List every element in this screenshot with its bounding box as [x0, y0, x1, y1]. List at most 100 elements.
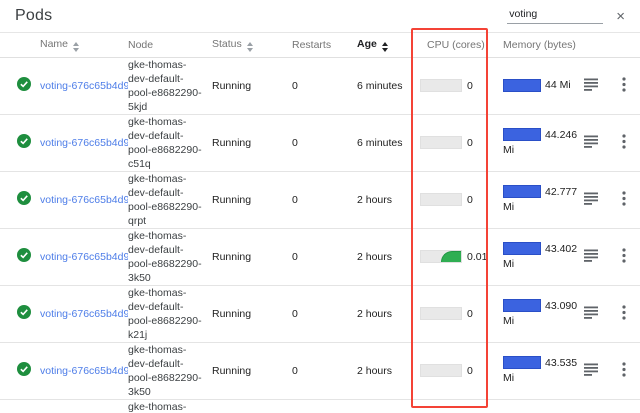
- restarts-cell: 0: [288, 399, 352, 413]
- cpu-value: 0: [467, 79, 473, 92]
- close-icon[interactable]: ×: [616, 7, 625, 25]
- memory-cell: 42.777 Mi: [490, 171, 582, 229]
- more-menu-icon[interactable]: [620, 75, 628, 97]
- table-row: voting-676c65b4d9-tpr gke-thomas-dev-def…: [0, 114, 640, 172]
- cpu-cell: 0: [414, 136, 490, 149]
- status-ok-icon: [17, 248, 31, 265]
- node-cell: gke-thomas-dev-default-pool-e8682290-k21…: [128, 285, 208, 343]
- pod-name-link[interactable]: voting-676c65b4d9-tpr: [40, 136, 128, 149]
- logs-icon[interactable]: [582, 361, 601, 381]
- age-cell: 2 hours: [352, 399, 414, 413]
- memory-cell: 44.246 Mi: [490, 114, 582, 172]
- cpu-cell: 0: [414, 364, 490, 377]
- status-cell: Running: [208, 285, 288, 343]
- cpu-value: 0: [467, 364, 473, 377]
- restarts-cell: 0: [288, 342, 352, 400]
- restarts-cell: 0: [288, 285, 352, 343]
- status-ok-icon: [17, 77, 31, 94]
- menu-column-header: [616, 33, 640, 58]
- status-cell: Running: [208, 342, 288, 400]
- status-cell: Running: [208, 399, 288, 413]
- more-menu-icon[interactable]: [620, 303, 628, 325]
- status-ok-icon: [17, 191, 31, 208]
- cpu-usage-fill: [441, 251, 461, 262]
- pod-name-link[interactable]: voting-676c65b4d9-tj6: [40, 364, 128, 377]
- memory-usage-bar: [503, 128, 541, 142]
- column-header-restarts: Restarts: [288, 33, 352, 58]
- memory-cell: 43.402 Mi: [490, 228, 582, 286]
- table-header-row: Name Node Status Restarts Age CPU (cores…: [0, 33, 640, 58]
- more-menu-icon[interactable]: [620, 246, 628, 268]
- memory-usage-bar: [503, 78, 541, 92]
- page-title: Pods: [15, 7, 53, 24]
- cpu-usage-bar: [420, 193, 462, 206]
- cpu-usage-bar: [420, 79, 462, 92]
- memory-usage-bar: [503, 356, 541, 370]
- restarts-cell: 0: [288, 114, 352, 172]
- pod-name-link[interactable]: voting-676c65b4d9-xs-: [40, 79, 128, 92]
- cpu-cell: 0: [414, 307, 490, 320]
- column-header-name[interactable]: Name: [40, 33, 128, 58]
- cpu-usage-bar: [420, 307, 462, 320]
- more-menu-icon[interactable]: [620, 360, 628, 382]
- memory-cell: 43.090 Mi: [490, 285, 582, 343]
- cpu-cell: 0.01: [414, 250, 490, 263]
- node-cell: gke-thomas-dev-default-pool-e8682290-5kj…: [128, 399, 208, 413]
- search-area: ×: [507, 8, 625, 24]
- logs-icon[interactable]: [582, 304, 601, 324]
- column-header-age[interactable]: Age: [352, 33, 414, 58]
- age-cell: 6 minutes: [352, 57, 414, 115]
- node-cell: gke-thomas-dev-default-pool-e8682290-3k5…: [128, 342, 208, 400]
- column-header-status[interactable]: Status: [208, 33, 288, 58]
- cpu-usage-bar: [420, 250, 462, 263]
- page-header: Pods ×: [0, 0, 640, 33]
- restarts-cell: 0: [288, 57, 352, 115]
- age-cell: 6 minutes: [352, 114, 414, 172]
- logs-column-header: [582, 33, 616, 58]
- cpu-usage-bar: [420, 136, 462, 149]
- pod-name-link[interactable]: voting-676c65b4d9-srl: [40, 307, 128, 320]
- age-cell: 2 hours: [352, 342, 414, 400]
- memory-cell: 43.398 Mi: [490, 399, 582, 413]
- pods-table: Name Node Status Restarts Age CPU (cores…: [0, 33, 640, 413]
- logs-icon[interactable]: [582, 76, 601, 96]
- sort-arrows-icon: [246, 41, 253, 52]
- age-cell: 2 hours: [352, 285, 414, 343]
- pod-name-link[interactable]: voting-676c65b4d9-nvt: [40, 250, 128, 263]
- cpu-usage-bar: [420, 364, 462, 377]
- column-header-cpu: CPU (cores): [414, 33, 490, 58]
- cpu-cell: 0: [414, 79, 490, 92]
- status-cell: Running: [208, 228, 288, 286]
- memory-value: 44 Mi: [545, 79, 571, 91]
- pod-name-link[interactable]: voting-676c65b4d9-72: [40, 193, 128, 206]
- more-menu-icon[interactable]: [620, 189, 628, 211]
- age-cell: 2 hours: [352, 171, 414, 229]
- logs-icon[interactable]: [582, 133, 601, 153]
- cpu-value: 0: [467, 136, 473, 149]
- logs-icon[interactable]: [582, 190, 601, 210]
- table-row: voting-676c65b4d9-72 gke-thomas-dev-defa…: [0, 171, 640, 229]
- logs-icon[interactable]: [582, 247, 601, 267]
- node-cell: gke-thomas-dev-default-pool-e8682290-3k5…: [128, 228, 208, 286]
- node-cell: gke-thomas-dev-default-pool-e8682290-qrp…: [128, 171, 208, 229]
- memory-value: 43.402 Mi: [503, 242, 578, 270]
- restarts-cell: 0: [288, 228, 352, 286]
- memory-usage-bar: [503, 185, 541, 199]
- more-menu-icon[interactable]: [620, 132, 628, 154]
- table-row: voting-676c65b4d9-nvt gke-thomas-dev-def…: [0, 228, 640, 286]
- memory-value: 44.246 Mi: [503, 128, 578, 156]
- search-input[interactable]: [507, 8, 604, 24]
- memory-usage-bar: [503, 299, 541, 313]
- status-icon-column-header: [0, 33, 40, 58]
- column-header-node: Node: [128, 33, 208, 58]
- restarts-cell: 0: [288, 171, 352, 229]
- memory-cell: 44 Mi: [490, 57, 582, 115]
- table-row: voting-676c65b4d9-xs- gke-thomas-dev-def…: [0, 57, 640, 115]
- cpu-value: 0: [467, 193, 473, 206]
- column-header-memory: Memory (bytes): [490, 33, 582, 58]
- age-cell: 2 hours: [352, 228, 414, 286]
- status-ok-icon: [17, 362, 31, 379]
- sort-arrows-icon: [381, 41, 388, 52]
- memory-value: 43.090 Mi: [503, 299, 578, 327]
